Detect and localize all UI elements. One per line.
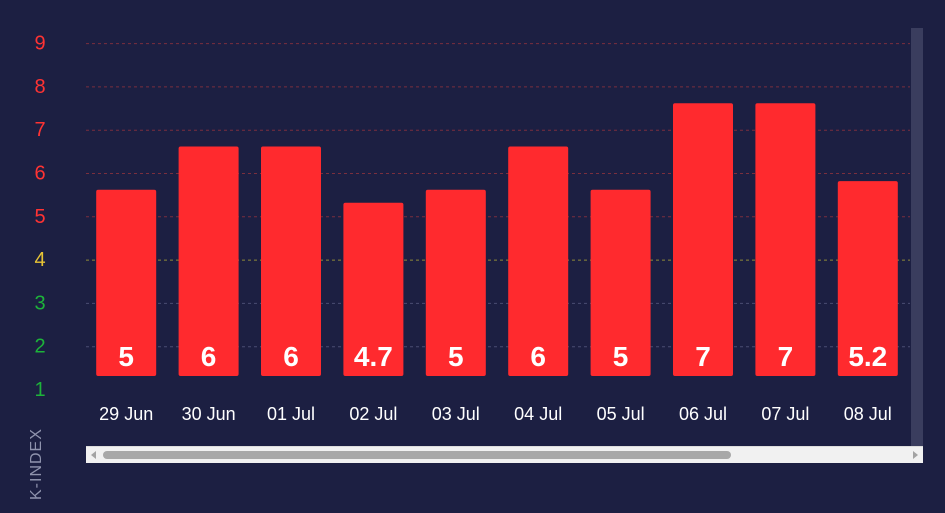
x-tick-label: 02 Jul [349, 404, 397, 424]
bar-value-label: 5 [448, 341, 464, 372]
side-scroll-panel[interactable] [911, 28, 923, 450]
bar-value-label: 7 [695, 341, 711, 372]
scroll-left-icon[interactable] [91, 451, 96, 459]
bar-value-label: 4.7 [354, 341, 393, 372]
x-tick-label: 08 Jul [844, 404, 892, 424]
bar-value-label: 6 [530, 341, 546, 372]
bar [755, 103, 816, 377]
x-tick-label: 04 Jul [514, 404, 562, 424]
bar [508, 146, 569, 376]
y-tick-label: 4 [34, 249, 45, 271]
bar-value-label: 5 [613, 341, 629, 372]
bar [261, 146, 321, 376]
horizontal-scrollbar[interactable] [86, 446, 923, 463]
x-tick-label: 05 Jul [597, 404, 645, 424]
bar [343, 202, 404, 376]
x-tick-label: 07 Jul [761, 404, 809, 424]
bar [425, 189, 486, 376]
bar [837, 181, 898, 376]
bar-value-label: 6 [283, 341, 299, 372]
scroll-right-icon[interactable] [913, 451, 918, 459]
bar [96, 189, 157, 376]
y-axis-label: K-INDEX [28, 428, 45, 500]
y-tick-label: 5 [34, 206, 45, 228]
x-tick-label: 29 Jun [99, 404, 153, 424]
bar-value-label: 5.2 [848, 341, 887, 372]
x-tick-label: 01 Jul [267, 404, 315, 424]
x-tick-label: 30 Jun [182, 404, 236, 424]
bar-value-label: 7 [778, 341, 794, 372]
scroll-thumb[interactable] [103, 451, 731, 459]
bar-value-label: 5 [118, 341, 134, 372]
y-tick-label: 1 [34, 379, 45, 401]
x-tick-label: 03 Jul [432, 404, 480, 424]
y-tick-label: 2 [34, 336, 45, 358]
x-tick-label: 06 Jul [679, 404, 727, 424]
bar [673, 103, 733, 377]
bar [178, 146, 239, 376]
y-tick-label: 9 [34, 33, 45, 55]
y-tick-label: 6 [34, 163, 45, 185]
bar-value-label: 6 [201, 341, 217, 372]
bar [590, 189, 651, 376]
y-tick-label: 8 [34, 76, 45, 98]
y-tick-label: 7 [34, 119, 45, 141]
y-tick-label: 3 [34, 292, 45, 314]
